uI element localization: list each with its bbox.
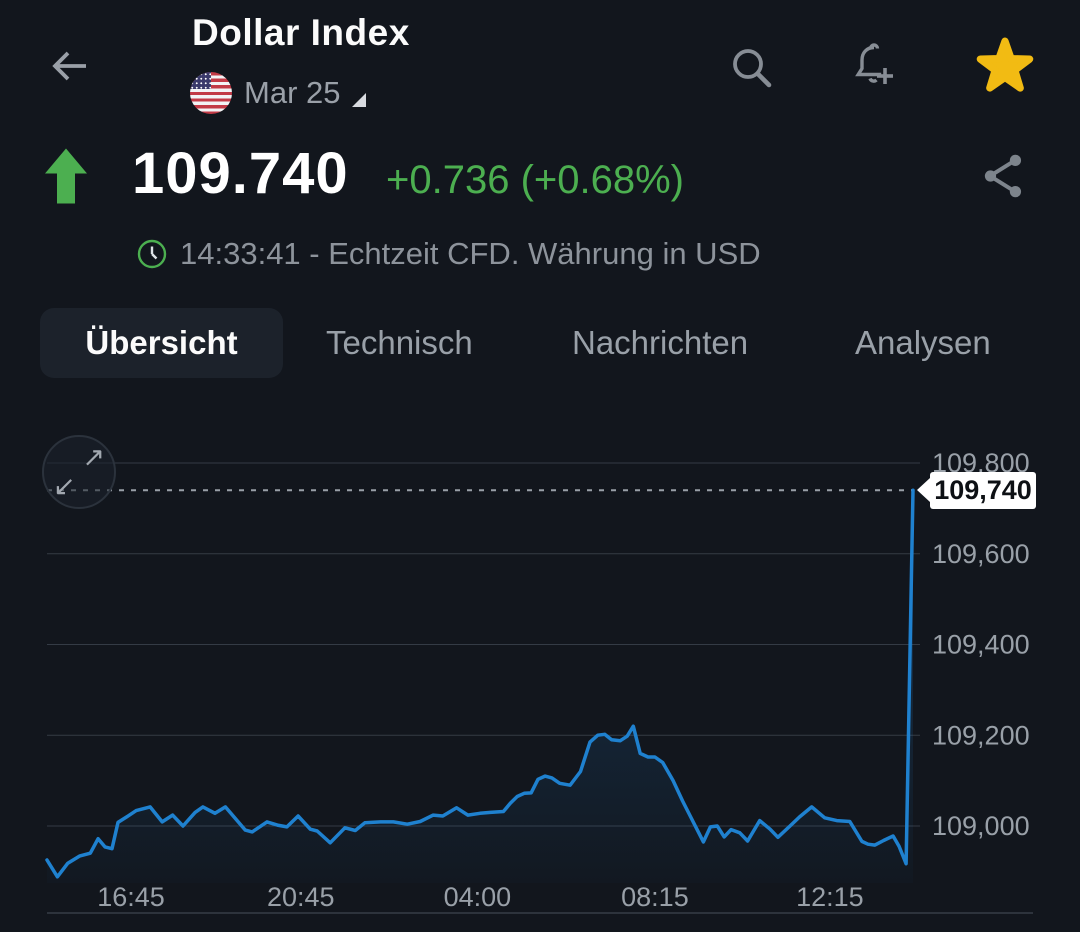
expand-arrow-sw-icon: ↙ [53,471,76,502]
chart-section: 109,800 109,600 109,400 109,200 109,000 16:45… [0,425,1080,932]
y-axis-label: 109,200 [932,720,1030,750]
tab-uebersicht-label: Übersicht [85,324,238,361]
back-button[interactable] [48,44,92,91]
y-axis-label: 109,400 [932,630,1030,660]
star-icon [976,37,1034,92]
last-price: 109.740 [132,141,349,206]
search-icon [733,49,772,88]
clock-icon [136,238,168,275]
page-title: Dollar Index [192,12,410,53]
x-axis-label: 20:45 [267,882,335,912]
tab-technisch[interactable]: Technisch [326,308,473,378]
chart-expand-button[interactable]: ↗ ↙ [42,435,116,509]
bell-plus-icon [855,43,893,84]
arrow-left-icon [52,51,86,81]
expand-arrow-ne-icon: ↗ [82,442,105,473]
share-button[interactable] [978,150,1030,205]
quote-status: 14:33:41 - Echtzeit CFD. Währung in USD [180,236,761,271]
price-chart[interactable]: 109,800109,600109,400109,200109,00016:45… [0,425,1080,932]
price-change: +0.736 (+0.68%) [386,158,684,202]
price-area [47,490,913,883]
favorite-button[interactable] [976,36,1034,97]
us-flag-icon [190,72,232,114]
alert-add-button[interactable] [846,38,902,97]
search-button[interactable] [728,44,776,95]
y-axis-label: 109,600 [932,539,1030,569]
share-icon [984,154,1022,198]
x-axis-label: 04:00 [444,882,512,912]
market-date-selector[interactable]: Mar 25 [190,72,367,114]
dropdown-triangle-icon [352,93,367,107]
x-axis-label: 16:45 [97,882,165,912]
tab-uebersicht[interactable]: Übersicht [40,308,283,378]
direction-up-icon [45,148,87,209]
tab-analysen[interactable]: Analysen [855,308,991,378]
date-label: Mar 25 [244,75,341,110]
x-axis-label: 12:15 [796,882,864,912]
current-price-tag: 109,740 [917,472,1036,509]
price-line [45,488,915,879]
x-axis-label: 08:15 [621,882,689,912]
y-axis-label: 109,000 [932,811,1030,841]
tab-nachrichten[interactable]: Nachrichten [572,308,748,378]
